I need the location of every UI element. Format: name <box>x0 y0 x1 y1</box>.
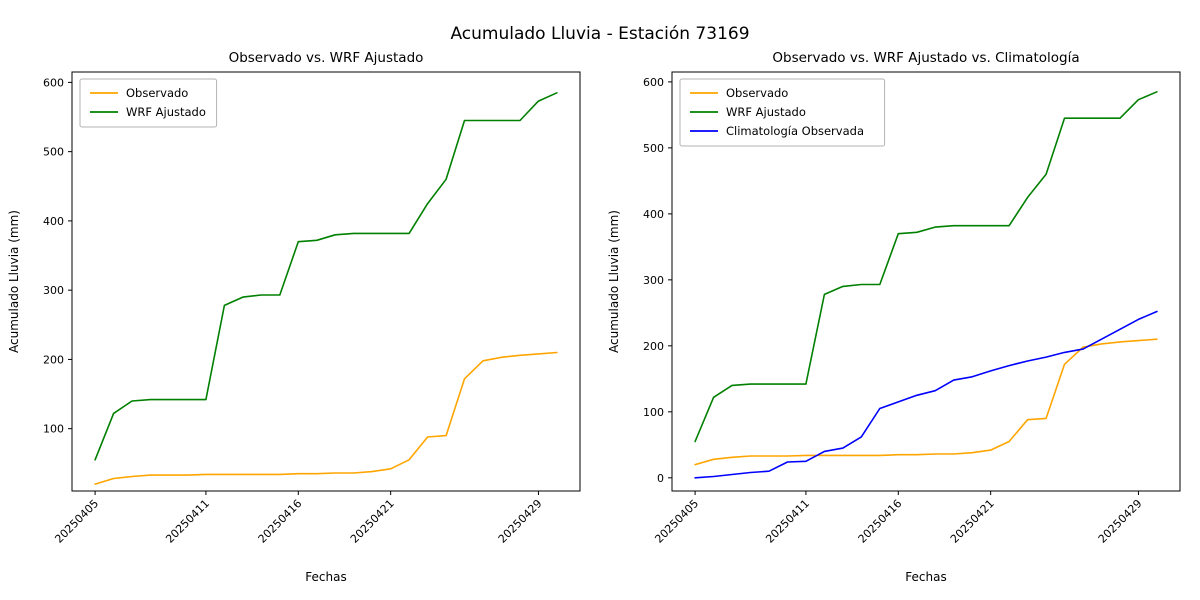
x-tick-label: 20250429 <box>496 497 545 546</box>
x-tick-label: 20250411 <box>763 497 812 546</box>
legend-label: WRF Ajustado <box>726 105 806 119</box>
series-line-wrf-ajustado <box>94 91 558 461</box>
y-tick-label: 600 <box>643 76 664 89</box>
legend-label: WRF Ajustado <box>126 105 206 119</box>
y-tick-label: 300 <box>643 274 664 287</box>
y-tick-label: 200 <box>43 353 64 366</box>
y-axis-label: Acumulado Lluvia (mm) <box>607 210 621 353</box>
legend-label: Climatología Observada <box>726 124 864 138</box>
y-tick-label: 0 <box>657 472 664 485</box>
y-tick-label: 400 <box>43 215 64 228</box>
chart-observado-vs-wrf-vs-climatologia-canvas: Observado vs. WRF Ajustado vs. Climatolo… <box>607 50 1181 584</box>
series-line-observado <box>694 338 1158 466</box>
figure-title: Acumulado Lluvia - Estación 73169 <box>450 24 750 44</box>
y-tick-label: 500 <box>643 142 664 155</box>
legend-box <box>679 78 886 147</box>
x-tick-label: 20250411 <box>163 497 212 546</box>
chart-observado-vs-wrf: Observado vs. WRF Ajustado 100 200 300 400 50… <box>0 44 600 600</box>
legend-box <box>79 78 218 128</box>
legend-label: Observado <box>726 86 788 100</box>
x-tick-label: 20250416 <box>256 497 305 546</box>
x-axis-label: Fechas <box>305 570 346 584</box>
subplot-title: Observado vs. WRF Ajustado <box>229 50 424 66</box>
axes-frame <box>71 71 581 492</box>
x-axis-label: Fechas <box>905 570 946 584</box>
y-tick-label: 600 <box>43 76 64 89</box>
series-line-observado <box>94 351 558 485</box>
y-tick-label: 400 <box>643 208 664 221</box>
charts-row: Observado vs. WRF Ajustado 100 200 300 400 50… <box>0 44 1200 600</box>
y-tick-label: 100 <box>643 406 664 419</box>
x-tick-label: 20250429 <box>1096 497 1145 546</box>
y-tick-label: 500 <box>43 146 64 159</box>
x-tick-label: 20250405 <box>652 497 701 546</box>
y-tick-label: 100 <box>43 423 64 436</box>
y-tick-label: 200 <box>643 340 664 353</box>
x-tick-label: 20250416 <box>856 497 905 546</box>
axes-frame <box>671 71 1181 492</box>
x-tick-label: 20250421 <box>348 497 397 546</box>
series-line-climatolog-a-observada <box>694 310 1158 479</box>
x-tick-label: 20250421 <box>948 497 997 546</box>
y-axis-label: Acumulado Lluvia (mm) <box>7 210 21 353</box>
legend-label: Observado <box>126 86 188 100</box>
x-tick-label: 20250405 <box>52 497 101 546</box>
chart-observado-vs-wrf-vs-climatologia: Observado vs. WRF Ajustado vs. Climatolo… <box>600 44 1200 600</box>
y-tick-label: 300 <box>43 284 64 297</box>
chart-observado-vs-wrf-canvas: Observado vs. WRF Ajustado 100 200 300 400 50… <box>7 50 581 584</box>
series-line-wrf-ajustado <box>694 90 1158 443</box>
subplot-title: Observado vs. WRF Ajustado vs. Climatolo… <box>772 50 1079 66</box>
